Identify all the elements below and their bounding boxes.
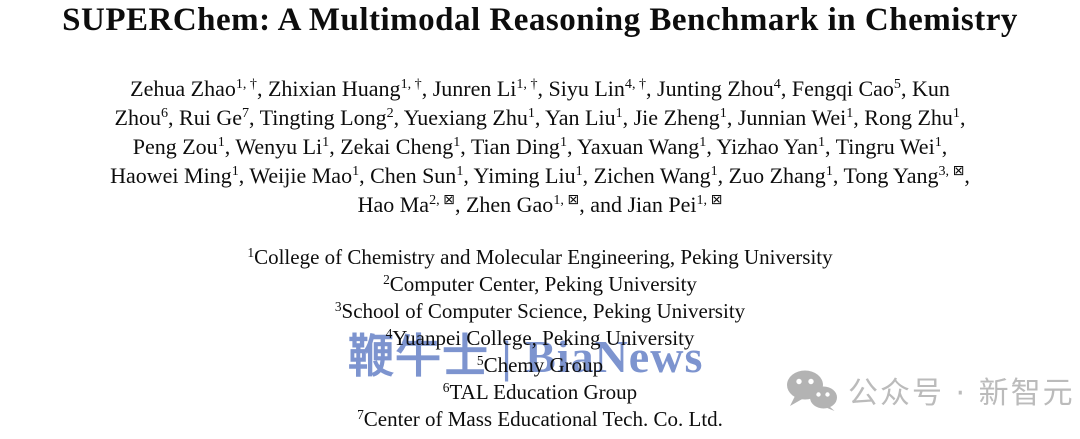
author-superscript: 1, † [516,76,538,93]
author-lines: Zehua Zhao1, †, Zhixian Huang1, †, Junre… [0,74,1080,219]
author-superscript: 1 [817,134,825,151]
affiliation-superscript: 7 [357,406,364,422]
author-line: Zhou6, Rui Ge7, Tingting Long2, Yuexiang… [114,105,966,130]
affiliation-line: 7Center of Mass Educational Tech. Co. Lt… [357,406,723,431]
affiliation-list: 1College of Chemistry and Molecular Engi… [0,244,1080,433]
author-superscript: 1 [527,105,535,122]
affiliation-line: 5Chemy Group [476,352,604,377]
author-superscript: 1 [231,163,239,180]
author-superscript: 5 [893,76,901,93]
affiliation-line: 3School of Computer Science, Peking Univ… [334,298,746,323]
author-superscript: 1 [699,134,707,151]
author-superscript: 4 [773,76,781,93]
affiliation-line: 6TAL Education Group [442,379,638,404]
author-superscript: 1 [934,134,942,151]
paper-title: SUPERChem: A Multimodal Reasoning Benchm… [62,2,1018,38]
author-superscript: 6 [160,105,169,122]
affiliation-superscript: 2 [383,271,390,287]
author-superscript: 4, † [624,76,647,93]
affiliation-superscript: 6 [442,379,450,395]
affiliation-superscript: 3 [334,298,342,314]
author-line: Zehua Zhao1, †, Zhixian Huang1, †, Junre… [130,76,950,101]
affiliation-superscript: 4 [385,325,393,341]
author-superscript: 1 [719,105,727,122]
author-superscript: 1, ⊠ [553,192,580,209]
author-superscript: 1 [453,134,461,151]
author-superscript: 1 [846,105,854,122]
author-superscript: 1 [575,163,583,180]
affiliation-line: 2Computer Center, Peking University [383,271,697,296]
author-superscript: 1 [559,134,567,151]
author-superscript: 1, ⊠ [696,192,723,209]
affiliation-superscript: 5 [476,352,484,368]
author-superscript: 1 [456,163,464,180]
affiliation-line: 4Yuanpei College, Peking University [385,325,695,350]
author-superscript: 1 [710,163,718,180]
author-line: Haowei Ming1, Weijie Mao1, Chen Sun1, Yi… [110,163,970,188]
author-superscript: 1 [615,105,623,122]
affiliation-superscript: 1 [247,244,255,260]
bianews-watermark: 鞭牛士 | BiaNews [348,331,704,382]
author-superscript: 1 [352,163,360,180]
author-superscript: 2, ⊠ [429,192,455,209]
author-superscript: 1, † [400,76,422,93]
xinzhiyuan-watermark: 公众号 · 新智元 [786,368,1075,412]
author-superscript: 2 [386,105,394,122]
wechat-icon [786,370,838,411]
author-superscript: 1 [825,163,833,180]
author-superscript: 7 [241,105,250,122]
affiliation-line: 1College of Chemistry and Molecular Engi… [247,244,833,269]
author-superscript: 1 [322,134,330,151]
xinzhiyuan-watermark-label: 公众号 · 新智元 [848,376,1075,411]
author-superscript: 1 [217,134,225,151]
author-superscript: 1 [952,105,960,122]
author-line: Hao Ma2, ⊠, Zhen Gao1, ⊠, and Jian Pei1,… [357,192,723,217]
author-superscript: 3, ⊠ [938,163,965,180]
author-line: Peng Zou1, Wenyu Li1, Zekai Cheng1, Tian… [132,134,948,159]
author-superscript: 1, † [235,76,257,93]
